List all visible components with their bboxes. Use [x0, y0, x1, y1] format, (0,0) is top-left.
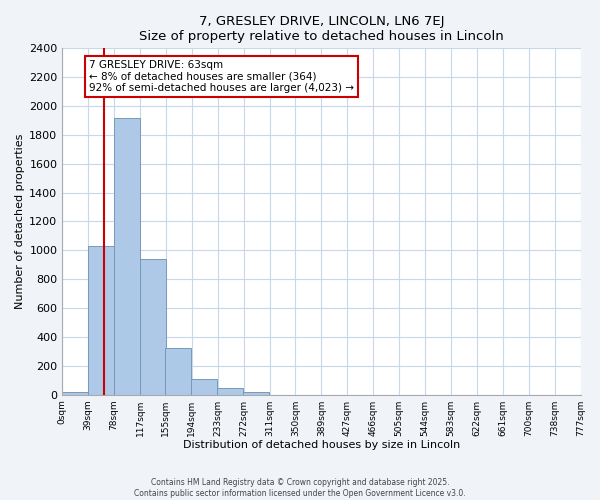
Text: Contains HM Land Registry data © Crown copyright and database right 2025.
Contai: Contains HM Land Registry data © Crown c…	[134, 478, 466, 498]
Bar	[88, 246, 114, 394]
Bar	[166, 348, 191, 395]
Bar	[191, 380, 217, 394]
Bar	[62, 392, 88, 394]
Bar	[217, 388, 243, 394]
Bar	[243, 392, 269, 394]
X-axis label: Distribution of detached houses by size in Lincoln: Distribution of detached houses by size …	[183, 440, 460, 450]
Y-axis label: Number of detached properties: Number of detached properties	[15, 134, 25, 309]
Text: 7 GRESLEY DRIVE: 63sqm
← 8% of detached houses are smaller (364)
92% of semi-det: 7 GRESLEY DRIVE: 63sqm ← 8% of detached …	[89, 60, 354, 93]
Bar	[114, 118, 140, 394]
Bar	[140, 259, 166, 394]
Title: 7, GRESLEY DRIVE, LINCOLN, LN6 7EJ
Size of property relative to detached houses : 7, GRESLEY DRIVE, LINCOLN, LN6 7EJ Size …	[139, 15, 504, 43]
